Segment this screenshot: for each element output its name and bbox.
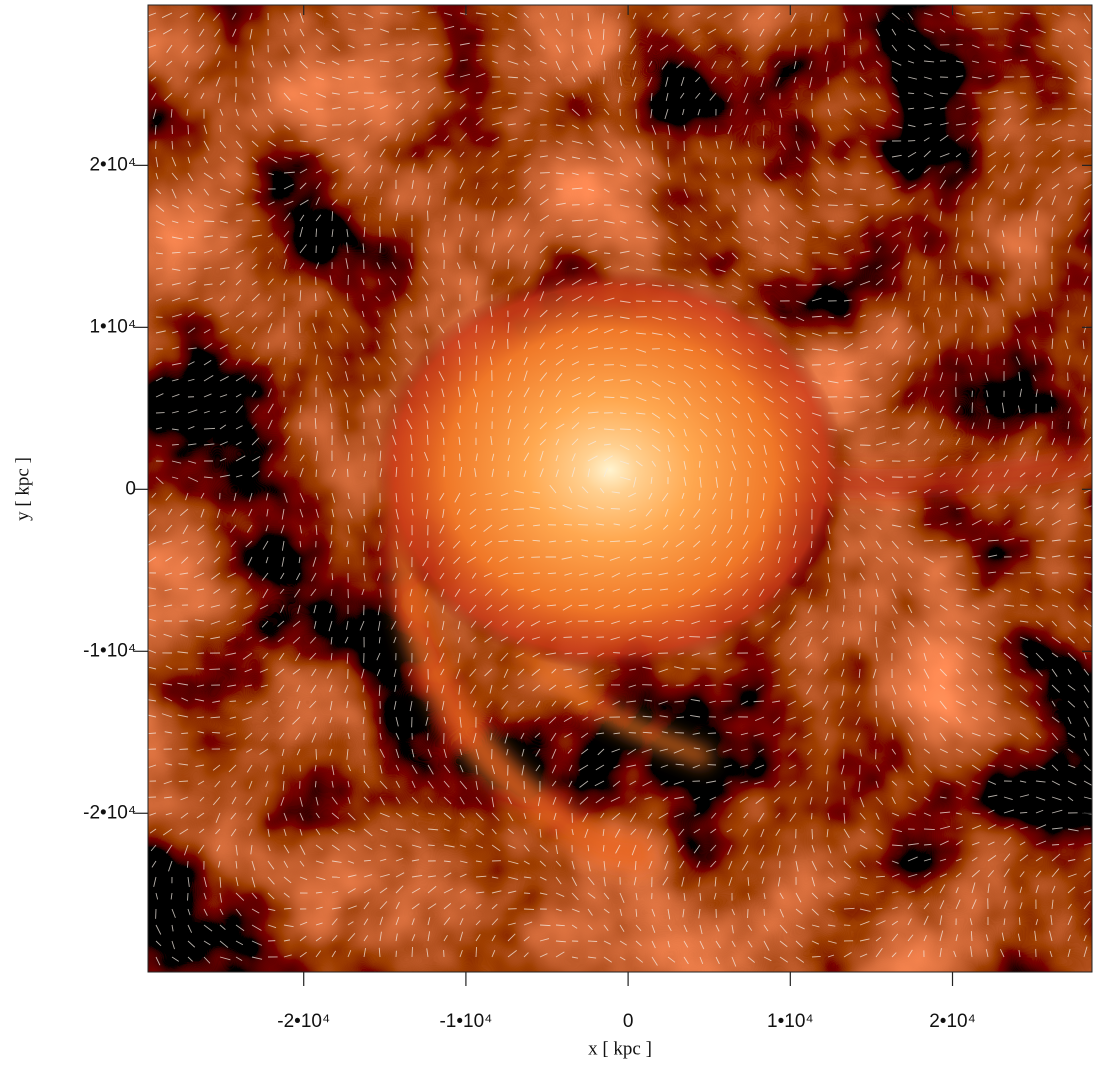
velocity-vector (220, 125, 221, 132)
velocity-vector (843, 605, 844, 612)
velocity-vector (923, 323, 924, 333)
velocity-vector (628, 717, 636, 718)
velocity-vector (181, 733, 188, 734)
velocity-vector (315, 781, 316, 787)
velocity-vector (1035, 228, 1036, 237)
velocity-vector (828, 557, 829, 564)
velocity-vector (620, 429, 631, 430)
velocity-vector (380, 243, 381, 253)
velocity-vector (187, 861, 188, 868)
y-tick-label: -1•10⁴ (83, 640, 136, 661)
velocity-vector (316, 229, 317, 237)
velocity-vector (427, 733, 428, 740)
velocity-vector (220, 237, 228, 238)
velocity-vector (972, 573, 978, 574)
velocity-vector (476, 92, 482, 93)
velocity-vector (459, 454, 460, 461)
velocity-vector (540, 925, 550, 926)
velocity-vector (364, 44, 370, 45)
velocity-vector (204, 428, 215, 429)
velocity-vector (876, 908, 882, 909)
velocity-vector (652, 301, 661, 302)
velocity-vector (412, 947, 413, 957)
velocity-vector (428, 845, 435, 846)
y-tick-label: 0 (125, 478, 136, 499)
velocity-vector (844, 380, 852, 381)
velocity-vector (676, 620, 684, 621)
velocity-vector (908, 460, 915, 461)
velocity-vector (179, 781, 188, 782)
velocity-vector (588, 13, 589, 21)
velocity-vector (1052, 308, 1053, 317)
velocity-vector (380, 557, 381, 565)
velocity-vector (796, 125, 797, 131)
chart: -2•10⁴ -1•10⁴ 0 1•10⁴ 2•10⁴ -2•10⁴ -1•10⁴ 0 1•10… (0, 0, 1094, 1066)
velocity-vector (812, 829, 813, 839)
x-axis-label: x [ kpc ] (588, 1038, 652, 1059)
velocity-vector (811, 541, 812, 548)
velocity-vector (956, 44, 963, 45)
velocity-vector (316, 749, 317, 760)
velocity-vector (940, 260, 941, 269)
velocity-vector (460, 279, 461, 285)
velocity-vector (676, 717, 684, 718)
velocity-vector (939, 354, 940, 365)
velocity-vector (955, 292, 956, 301)
velocity-vector (1035, 422, 1036, 429)
y-tick-label: 2•10⁴ (89, 154, 136, 175)
velocity-vector (299, 322, 300, 333)
density-map (145, 5, 1094, 972)
velocity-vector (844, 29, 845, 37)
velocity-vector (1020, 812, 1027, 813)
velocity-vector (699, 461, 700, 468)
velocity-vector (860, 189, 866, 190)
velocity-vector (476, 947, 477, 957)
velocity-vector (876, 204, 884, 205)
velocity-vector (411, 605, 412, 612)
velocity-vector (315, 293, 316, 301)
y-tick-label: 1•10⁴ (89, 316, 136, 337)
velocity-vector (230, 669, 236, 670)
x-tick-label: -1•10⁴ (439, 1011, 492, 1032)
velocity-vector (1020, 76, 1030, 77)
velocity-vector (498, 541, 508, 542)
velocity-vector (940, 540, 947, 541)
velocity-vector (172, 444, 179, 445)
velocity-vector (636, 109, 637, 119)
velocity-vector (316, 405, 317, 413)
velocity-vector (443, 438, 444, 445)
velocity-vector (508, 294, 509, 301)
velocity-vector (715, 157, 716, 164)
y-axis-label: y [ kpc ] (12, 457, 33, 521)
velocity-vector (763, 493, 764, 500)
x-tick-label: 2•10⁴ (929, 1011, 976, 1032)
velocity-vector (179, 588, 188, 589)
velocity-vector (332, 211, 333, 221)
x-tick-label: -2•10⁴ (277, 1011, 330, 1032)
velocity-vector (579, 605, 588, 606)
x-tick-label: 1•10⁴ (767, 1011, 814, 1032)
velocity-vector (812, 109, 813, 117)
velocity-vector (1019, 917, 1020, 925)
velocity-vector (860, 396, 869, 397)
velocity-vector (212, 732, 220, 733)
x-tick-label: 0 (623, 1011, 634, 1032)
velocity-vector (604, 397, 614, 398)
velocity-vector (940, 293, 941, 301)
velocity-vector (299, 342, 300, 349)
velocity-vector (924, 829, 935, 830)
velocity-vector (705, 685, 716, 686)
velocity-vector (427, 435, 428, 445)
velocity-vector (412, 493, 413, 502)
velocity-vector (300, 359, 301, 365)
velocity-vector (812, 956, 821, 957)
velocity-vector (149, 733, 156, 734)
velocity-vector (1052, 227, 1053, 237)
velocity-vector (564, 524, 572, 525)
y-tick-label: -2•10⁴ (83, 802, 136, 823)
velocity-vector (924, 844, 931, 845)
velocity-vector (476, 246, 477, 253)
velocity-vector (908, 93, 914, 94)
velocity-vector (1051, 407, 1052, 413)
